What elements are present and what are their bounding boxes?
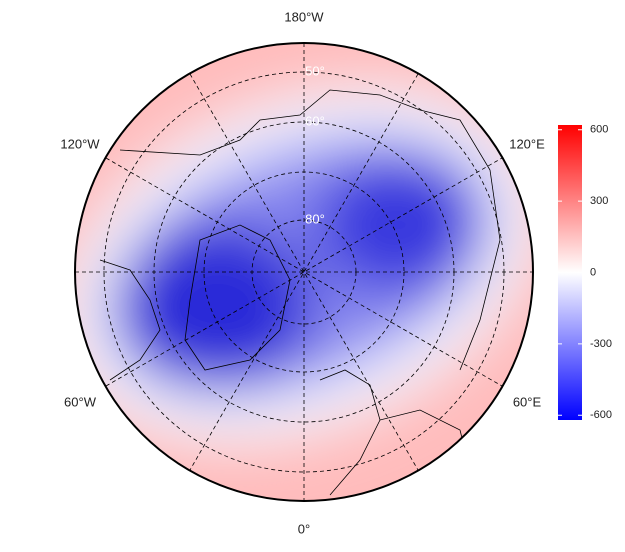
graticule [75,43,533,501]
lon-label: 180°W [284,9,324,24]
colorbar-tick-label: -300 [590,338,612,350]
field [75,43,533,501]
lon-label: 60°E [513,394,542,409]
lat-label: 80° [305,211,325,226]
lon-label: 60°W [64,394,97,409]
colorbar-tick-label: 0 [590,266,596,278]
lat-label: 60° [305,113,325,128]
colorbar-tick-label: 300 [590,195,608,207]
colorbar-tick-label: 600 [590,124,608,136]
lon-label: 0° [298,521,310,536]
colorbar-tick-label: -600 [590,409,612,421]
lon-label: 120°W [60,136,100,151]
map-border [74,42,534,502]
colorbar-ticks: 600 300 0 -300 -600 [558,124,612,421]
lon-label: 120°E [509,136,545,151]
lat-label: 50° [305,63,325,78]
